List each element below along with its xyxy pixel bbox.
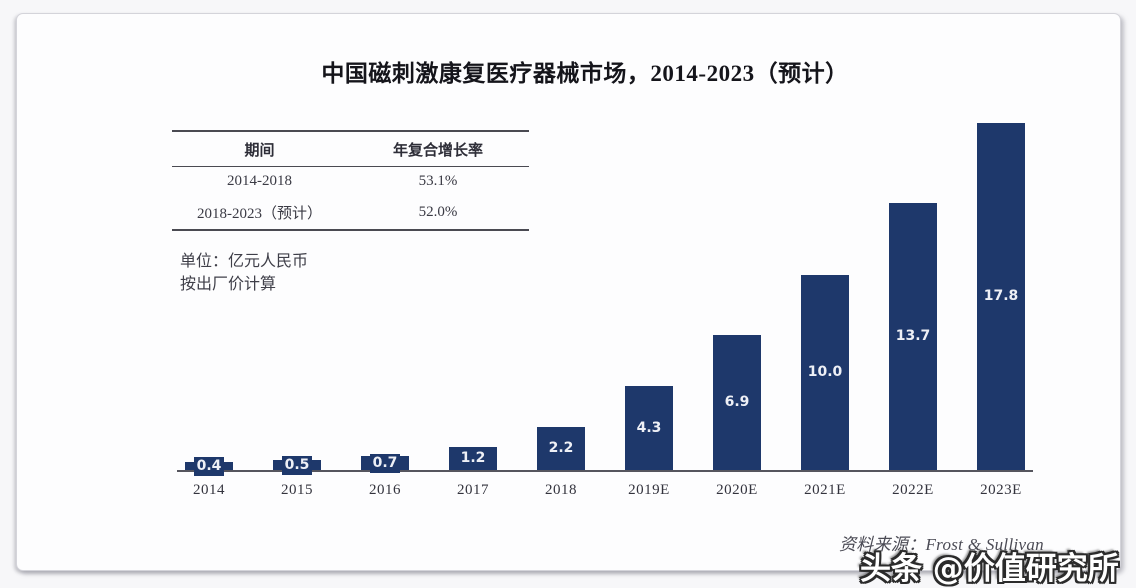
bar-2015: 0.5 [273, 455, 321, 475]
cagr-period-cell: 2018-2023（预计） [196, 206, 322, 222]
x-tick-label-2023E: 2023E [980, 482, 1022, 498]
cagr-period-cell: 2014-2018 [226, 173, 292, 189]
chart-card: 中国磁刺激康复医疗器械市场，2014-2023（预计） 期间 年复合增长率 20… [16, 13, 1121, 571]
bar-2023E: 17.8 [977, 123, 1025, 470]
bar-2018: 2.2 [537, 427, 585, 470]
bar-2014: 0.4 [185, 456, 233, 476]
bar-value-label: 1.2 [457, 449, 489, 468]
source-note: 资料来源：Frost & Sullivan [839, 535, 1044, 554]
x-tick-label-2016: 2016 [369, 482, 401, 498]
bar-2021E: 10.0 [801, 275, 849, 470]
bar-value-label: 2.2 [545, 439, 577, 458]
bar-chart: 0.4 0.5 0.7 1.2 2.2 4.3 6.9 10.0 13.7 17.8 2014 20… [17, 14, 1120, 570]
chart-title: 中国磁刺激康复医疗器械市场，2014-2023（预计） [321, 61, 849, 86]
x-tick-label-2021E: 2021E [804, 482, 846, 498]
unit-note-line1: 单位：亿元人民币 [180, 253, 309, 270]
bar-2020E: 6.9 [713, 335, 761, 470]
cagr-rate-cell: 52.0% [418, 204, 458, 220]
unit-note-line2: 按出厂价计算 [180, 276, 277, 293]
unit-note: 单位：亿元人民币 按出厂价计算 [180, 250, 308, 296]
cagr-table-header-row: 期间 年复合增长率 [172, 131, 529, 167]
bar-value-label: 10.0 [804, 363, 846, 382]
bar-value-label: 0.7 [369, 453, 401, 473]
bar-value-label: 6.9 [721, 393, 753, 412]
cagr-rate-cell: 53.1% [418, 173, 458, 189]
cagr-table-row: 2018-2023（预计） 52.0% [172, 196, 529, 230]
cagr-table-row: 2014-2018 53.1% [172, 167, 529, 197]
bar-2022E: 13.7 [889, 203, 937, 470]
cagr-table-header-rate: 年复合增长率 [346, 131, 529, 167]
x-tick-label-2022E: 2022E [892, 482, 934, 498]
bar-value-label: 0.4 [193, 456, 225, 476]
bar-2016: 0.7 [361, 453, 409, 473]
cagr-table-header-period: 期间 [172, 131, 347, 167]
watermark: 头条 @价值研究所 [860, 551, 1119, 587]
bar-value-label: 4.3 [633, 418, 665, 438]
x-tick-label-2017: 2017 [457, 482, 489, 498]
cagr-table: 期间 年复合增长率 2014-2018 53.1% 2018-2023（预计） 52.… [172, 130, 529, 231]
cagr-table-body: 2014-2018 53.1% 2018-2023（预计） 52.0% [172, 167, 529, 231]
bar-value-label: 0.5 [281, 455, 313, 475]
x-tick-label-2014: 2014 [193, 482, 225, 498]
x-tick-label-2020E: 2020E [716, 482, 758, 498]
bar-value-label: 17.8 [980, 287, 1022, 306]
bar-2019E: 4.3 [625, 386, 673, 470]
x-tick-label-2015: 2015 [281, 482, 313, 498]
bar-value-label: 13.7 [892, 327, 934, 346]
x-tick-label-2019E: 2019E [628, 482, 670, 498]
x-tick-label-2018: 2018 [545, 482, 577, 498]
x-axis-line [177, 470, 1033, 472]
bar-2017: 1.2 [449, 447, 497, 470]
